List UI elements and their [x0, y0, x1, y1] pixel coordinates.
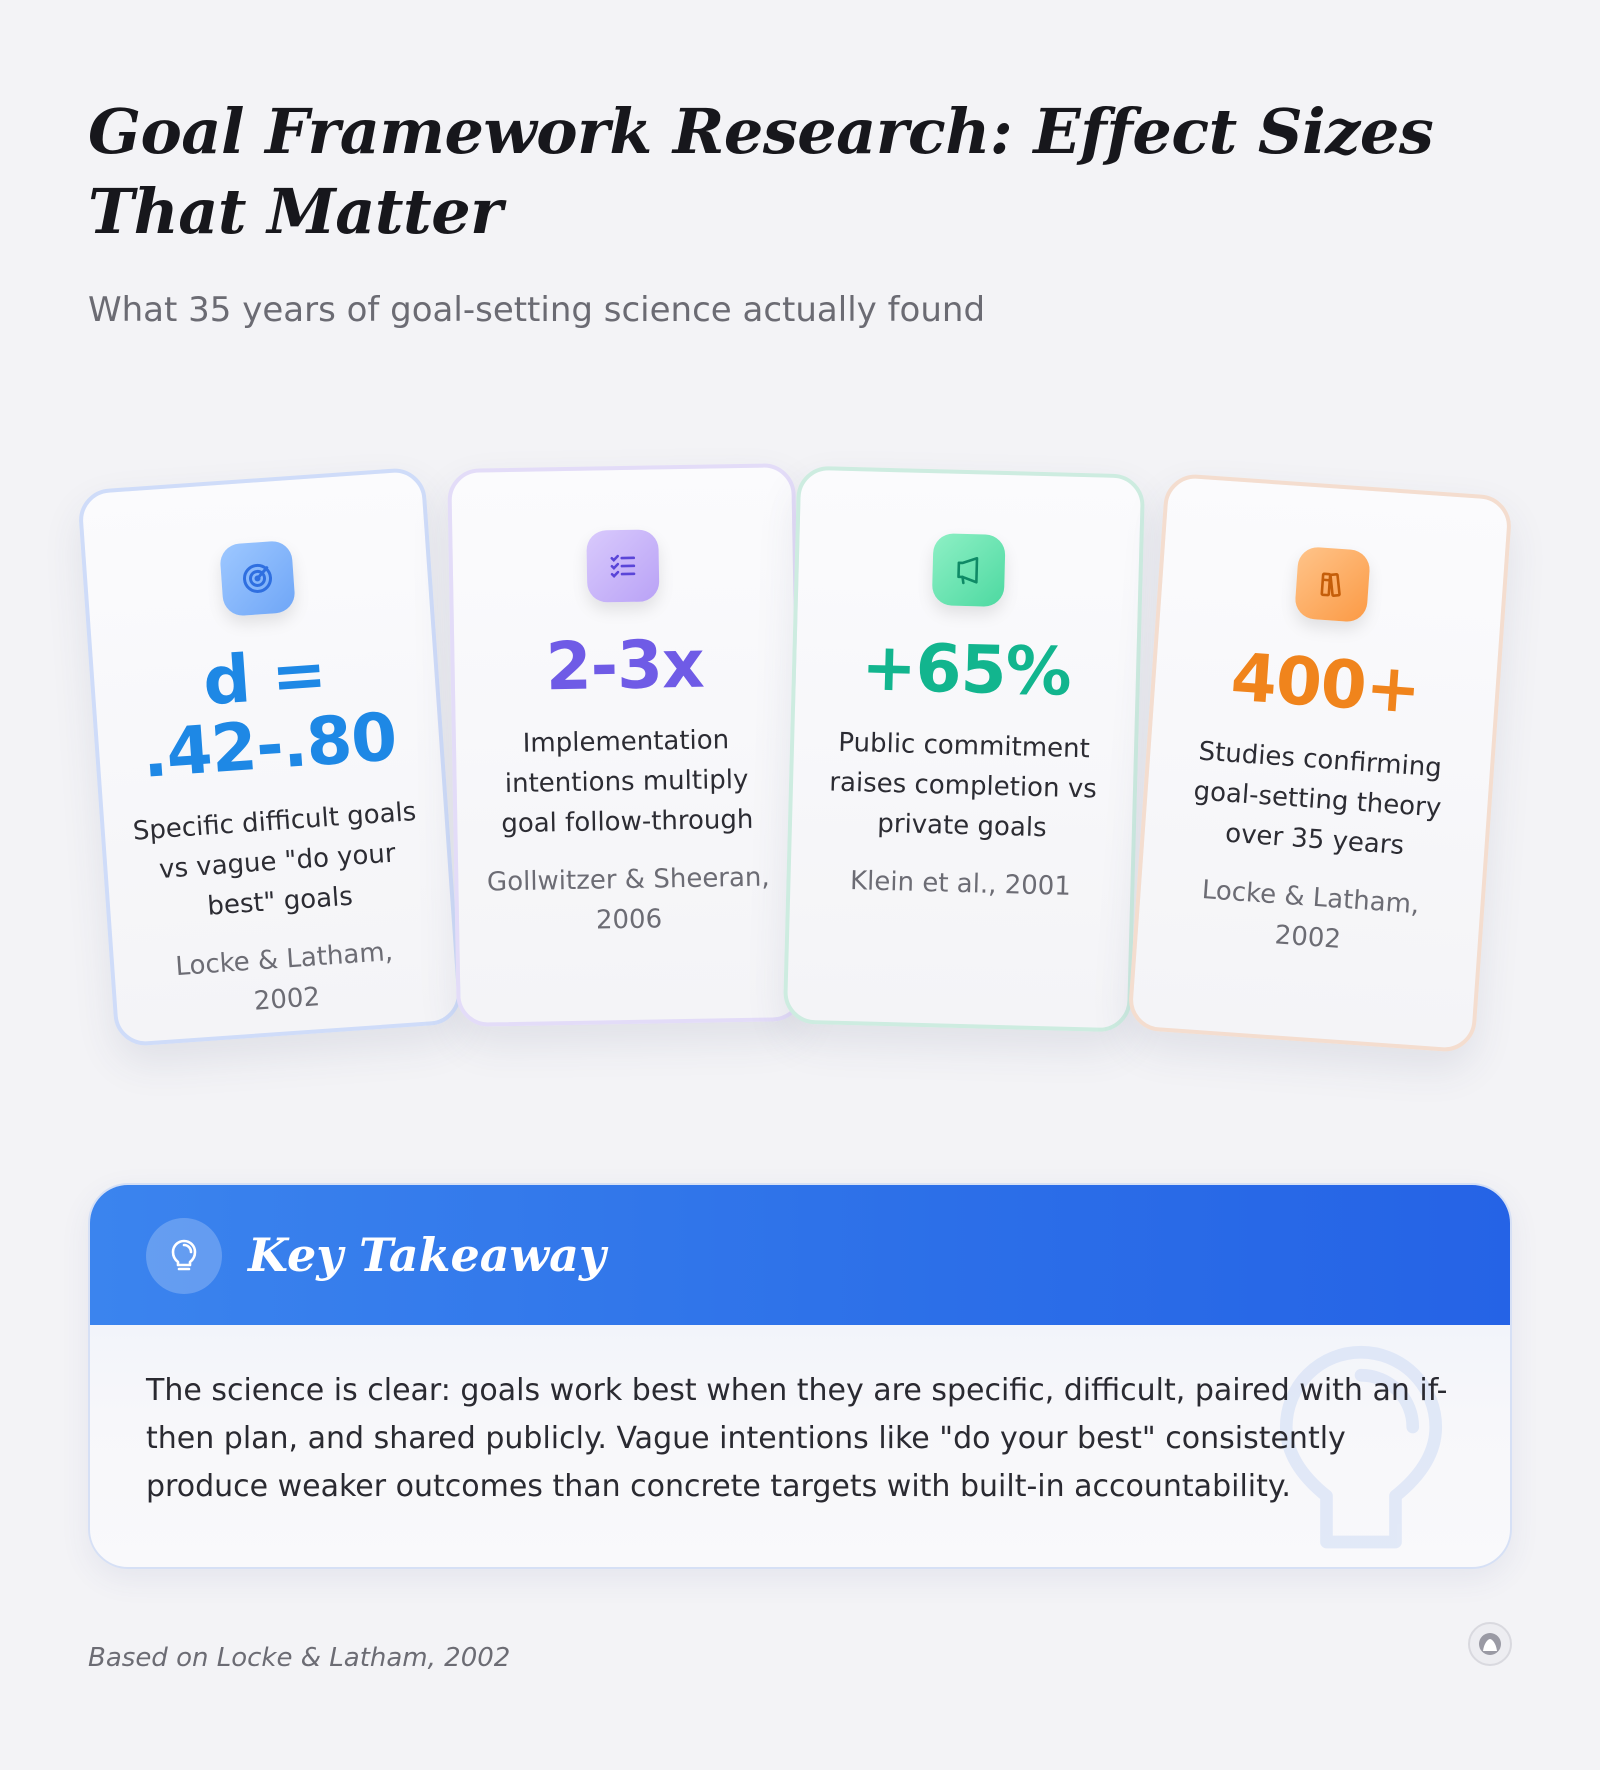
card-stat: 400+: [1228, 638, 1423, 729]
takeaway-title: Key Takeaway: [248, 1228, 606, 1282]
stat-card-public-commitment: +65% Public commitment raises completion…: [782, 465, 1146, 1033]
footer-source: Based on Locke & Latham, 2002: [88, 1643, 511, 1673]
card-citation: Locke & Latham, 2002: [174, 936, 394, 1017]
stat-card-effect-size: d = .42-.80 Specific difficult goals vs …: [76, 466, 464, 1048]
books-icon: [1294, 546, 1371, 623]
stat-card-implementation: 2-3x Implementation intentions multiply …: [447, 463, 805, 1027]
card-description: Studies confirming goal-setting theory o…: [1192, 736, 1443, 862]
card-stat: d = .42-.80: [139, 635, 399, 793]
target-icon: [219, 540, 296, 617]
card-description: Implementation intentions multiply goal …: [501, 725, 754, 840]
card-citation: Gollwitzer & Sheeran, 2006: [486, 862, 770, 936]
takeaway-header: Key Takeaway: [90, 1185, 1510, 1325]
page-title: Goal Framework Research: Effect Sizes Th…: [88, 95, 1434, 248]
card-stat: +65%: [860, 628, 1072, 711]
card-description: Specific difficult goals vs vague "do yo…: [131, 796, 418, 922]
megaphone-icon: [931, 533, 1006, 607]
key-takeaway-panel: Key Takeaway The science is clear: goals…: [88, 1183, 1512, 1569]
card-citation: Locke & Latham, 2002: [1200, 875, 1421, 955]
checklist-icon: [586, 529, 660, 603]
takeaway-body: The science is clear: goals work best wh…: [146, 1373, 1448, 1504]
stat-card-studies: 400+ Studies confirming goal-setting the…: [1126, 472, 1514, 1054]
page-subtitle: What 35 years of goal-setting science ac…: [88, 290, 986, 330]
card-description: Public commitment raises completion vs p…: [828, 727, 1098, 844]
card-citation: Klein et al., 2001: [849, 866, 1072, 902]
card-stat: 2-3x: [545, 625, 705, 706]
brand-logo-icon: [1468, 1622, 1512, 1666]
lightbulb-watermark-icon: [1246, 1335, 1476, 1567]
lightbulb-icon: [146, 1218, 222, 1294]
